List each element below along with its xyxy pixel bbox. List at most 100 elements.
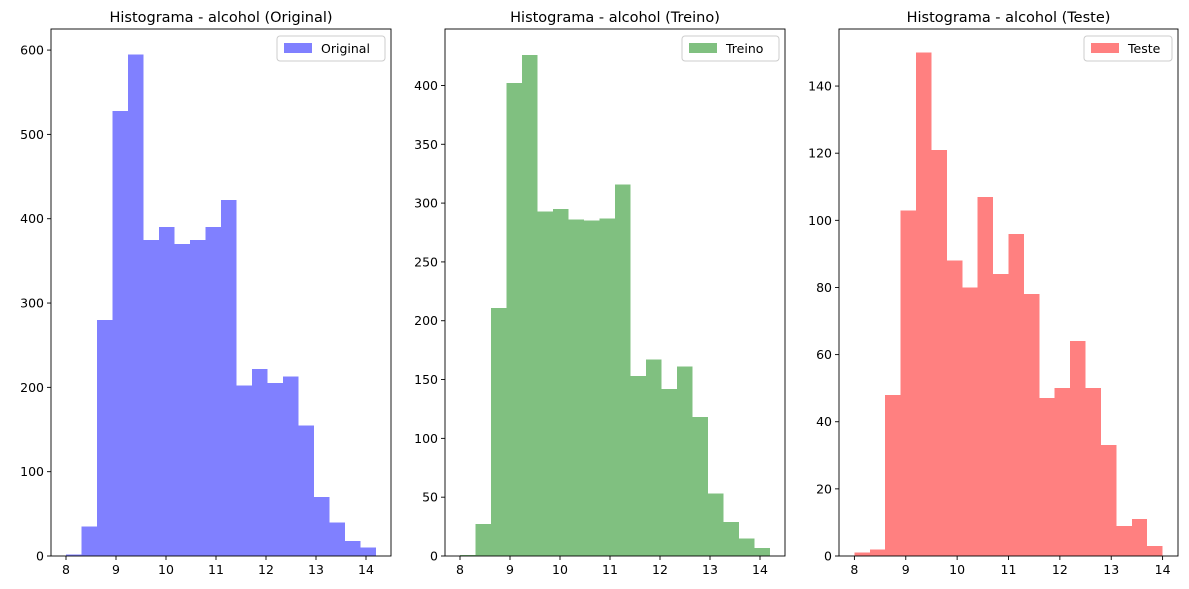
chart-title: Histograma - alcohol (Treino) xyxy=(510,10,720,26)
histogram-bar xyxy=(112,110,128,556)
y-tick-label: 20 xyxy=(816,481,832,496)
histogram-bar xyxy=(522,54,538,557)
histogram-panel-1: 8 9 10 11 12 13 14 0 100 200 300 400 500 600 Histogram… xyxy=(20,10,392,577)
x-tick-label: 9 xyxy=(506,562,514,577)
histogram-bar xyxy=(599,218,615,556)
y-tick-label: 300 xyxy=(414,196,438,211)
x-tick-label: 11 xyxy=(208,562,224,577)
x-tick-label: 12 xyxy=(652,562,668,577)
legend-label: Treino xyxy=(725,41,763,56)
histogram-bar xyxy=(190,239,206,557)
histogram-bar xyxy=(283,376,299,556)
y-tick-label: 100 xyxy=(20,464,44,479)
legend: Teste xyxy=(1083,35,1173,62)
x-tick-label: 11 xyxy=(1001,562,1017,577)
y-tick-label: 200 xyxy=(20,380,44,395)
chart-title: Histograma - alcohol (Teste) xyxy=(907,10,1111,26)
histogram-bar xyxy=(931,149,947,556)
histogram-bar xyxy=(360,547,376,556)
histogram-bar xyxy=(584,220,600,557)
histogram-bar xyxy=(298,425,314,556)
histogram-bar xyxy=(506,83,522,557)
histogram-bar xyxy=(568,219,584,557)
x-tick-label: 10 xyxy=(949,562,965,577)
histogram-bars xyxy=(460,54,770,557)
histogram-bar xyxy=(252,368,268,556)
x-tick-label: 8 xyxy=(62,562,70,577)
histogram-bar xyxy=(1147,545,1163,556)
x-tick-label: 10 xyxy=(552,562,568,577)
legend-label: Teste xyxy=(1127,41,1161,56)
histogram-bar xyxy=(81,526,97,556)
histogram-bar xyxy=(1100,445,1117,556)
histogram-bar xyxy=(97,319,113,556)
histogram-bar xyxy=(885,394,901,556)
histogram-bar xyxy=(329,522,345,556)
histogram-bar xyxy=(221,200,237,556)
histogram-bar xyxy=(900,210,917,556)
histogram-bar xyxy=(267,383,283,556)
x-tick-label: 13 xyxy=(1103,562,1119,577)
histogram-bar xyxy=(993,274,1009,556)
histogram-bar xyxy=(739,538,755,556)
y-tick-label: 120 xyxy=(808,146,832,161)
x-tick-label: 13 xyxy=(702,562,718,577)
histogram-bars xyxy=(66,54,376,557)
histogram-panel-3: 8 9 10 11 12 13 14020406080100120140Histograma… xyxy=(808,10,1179,577)
chart-title: Histograma - alcohol (Original) xyxy=(109,10,332,26)
histogram-bar xyxy=(962,287,978,556)
x-tick-label: 8 xyxy=(850,562,858,577)
histogram-bar xyxy=(692,417,708,556)
legend: Treino xyxy=(681,35,780,62)
y-tick-label: 0 xyxy=(36,549,44,564)
histogram-bar xyxy=(615,184,631,556)
histogram-bar xyxy=(977,196,994,556)
histogram-bar xyxy=(553,208,569,556)
y-tick-label: 200 xyxy=(414,313,438,328)
histogram-bar xyxy=(708,493,724,556)
x-tick-label: 10 xyxy=(158,562,174,577)
legend: Original xyxy=(276,35,386,62)
histogram-bar xyxy=(174,244,190,557)
histogram-bar xyxy=(537,211,553,557)
y-tick-label: 100 xyxy=(808,213,832,228)
histogram-bar xyxy=(630,376,646,556)
histogram-bar xyxy=(1023,294,1040,556)
legend-box xyxy=(1083,35,1173,62)
histogram-panel-2: 8 9 10 11 12 13 14 0 50 100 150 200 250 300 350 400 Hist… xyxy=(414,10,786,577)
histogram-bars xyxy=(854,52,1163,556)
y-tick-label: 150 xyxy=(414,372,438,387)
y-tick-label: 100 xyxy=(414,431,438,446)
histogram-bar xyxy=(1085,388,1101,556)
histogram-bar xyxy=(1131,519,1148,556)
y-tick-label: 0 xyxy=(430,549,438,564)
y-tick-label: 140 xyxy=(808,79,832,94)
histogram-bar xyxy=(1054,388,1071,556)
x-tick-label: 13 xyxy=(308,562,324,577)
histogram-bar xyxy=(723,521,739,556)
histogram-bar xyxy=(128,54,144,557)
x-tick-label: 9 xyxy=(112,562,120,577)
y-tick-label: 60 xyxy=(816,347,832,362)
histogram-bar xyxy=(491,307,507,556)
histogram-bar xyxy=(854,552,870,556)
x-tick-label: 8 xyxy=(456,562,464,577)
histogram-bar xyxy=(1070,341,1086,556)
histogram-bar xyxy=(205,227,221,557)
x-tick-label: 12 xyxy=(258,562,274,577)
x-tick-label: 9 xyxy=(902,562,910,577)
legend-box xyxy=(681,35,780,62)
histogram-bar xyxy=(661,388,677,556)
y-tick-label: 600 xyxy=(20,43,44,58)
histogram-bar xyxy=(143,239,159,557)
y-tick-label: 250 xyxy=(414,254,438,269)
histogram-bar xyxy=(159,227,175,557)
histogram-bar xyxy=(677,366,693,556)
x-tick-label: 12 xyxy=(1052,562,1068,577)
x-tick-label: 11 xyxy=(602,562,618,577)
histogram-bar xyxy=(475,524,491,556)
histogram-bar xyxy=(946,260,963,556)
y-tick-label: 400 xyxy=(20,211,44,226)
x-tick-label: 14 xyxy=(1155,562,1171,577)
